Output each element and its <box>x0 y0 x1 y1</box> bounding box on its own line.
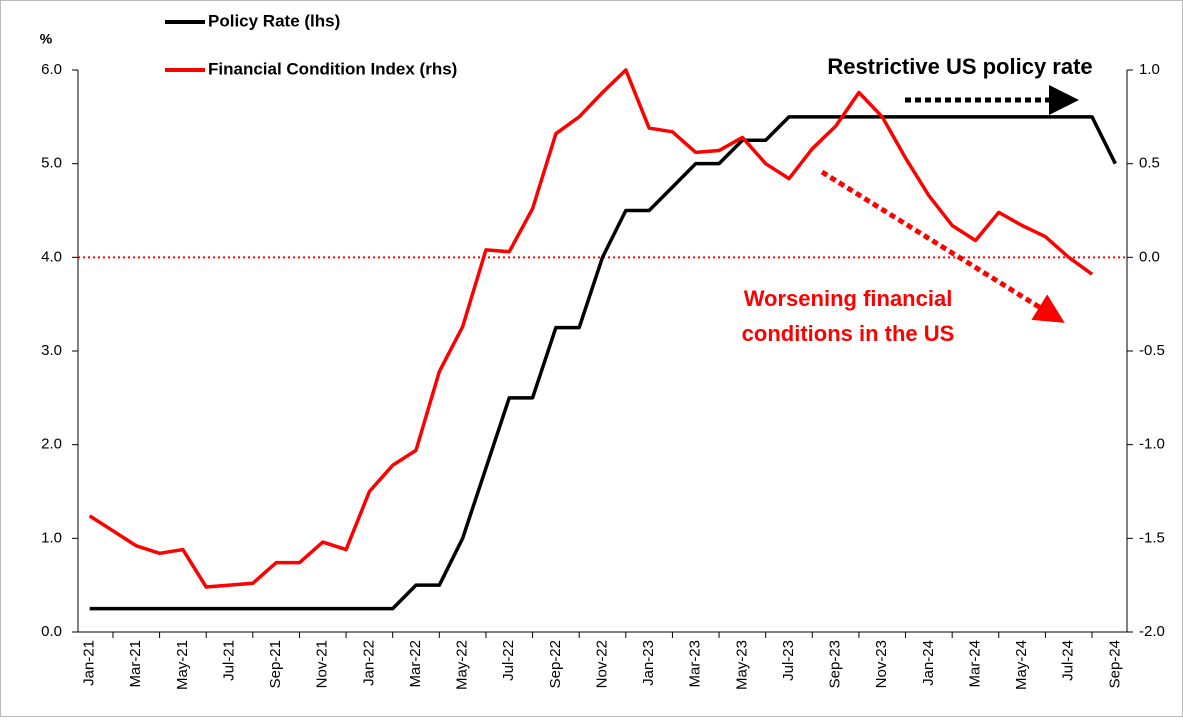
series-line <box>89 115 1117 611</box>
x-tick-label: Mar-22 <box>407 640 424 688</box>
x-tick-label: Sep-21 <box>267 640 284 688</box>
x-tick-label: Mar-23 <box>687 640 704 688</box>
y2-tick-label: 0.5 <box>1139 155 1160 172</box>
x-tick-label: Jul-22 <box>500 640 517 681</box>
x-tick-label: Nov-21 <box>314 640 331 688</box>
legend-label: Policy Rate (lhs) <box>208 11 340 30</box>
x-tick-label: Jul-21 <box>220 640 237 681</box>
y-tick-label: 3.0 <box>41 342 62 359</box>
y2-tick-label: -0.5 <box>1139 342 1165 359</box>
annotation: Restrictive US policy rate <box>827 54 1092 79</box>
x-tick-label: May-21 <box>174 640 191 690</box>
y2-tick-label: 0.0 <box>1139 248 1160 265</box>
fci-arrow <box>820 169 1065 323</box>
y2-tick-label: 1.0 <box>1139 61 1160 78</box>
series-line <box>88 68 1094 589</box>
y-tick-label: 2.0 <box>41 436 62 453</box>
y2-tick-label: -2.0 <box>1139 623 1165 640</box>
x-tick-label: Sep-22 <box>547 640 564 688</box>
y-tick-label: 6.0 <box>41 61 62 78</box>
y-tick-label: 5.0 <box>41 155 62 172</box>
y2-tick-label: -1.0 <box>1139 436 1165 453</box>
annotation: Worsening financial <box>744 286 953 311</box>
x-tick-label: Jul-23 <box>780 640 797 681</box>
x-tick-label: Jan-21 <box>81 640 98 686</box>
y-unit-label: % <box>40 31 53 47</box>
annotation: conditions in the US <box>742 321 955 346</box>
x-tick-label: Nov-23 <box>873 640 890 688</box>
y-tick-label: 0.0 <box>41 623 62 640</box>
x-tick-label: Jul-24 <box>1060 640 1077 681</box>
x-tick-label: Mar-21 <box>127 640 144 688</box>
x-tick-label: Jan-24 <box>920 640 937 686</box>
x-tick-label: Nov-22 <box>593 640 610 688</box>
x-tick-label: Mar-24 <box>966 640 983 688</box>
x-tick-label: May-24 <box>1013 640 1030 690</box>
x-tick-label: Jan-23 <box>640 640 657 686</box>
x-tick-label: May-22 <box>454 640 471 690</box>
y2-tick-label: -1.5 <box>1139 529 1165 546</box>
x-tick-label: May-23 <box>733 640 750 690</box>
x-tick-label: Sep-23 <box>827 640 844 688</box>
x-tick-label: Jan-22 <box>360 640 377 686</box>
y-tick-label: 4.0 <box>41 248 62 265</box>
y-tick-label: 1.0 <box>41 529 62 546</box>
x-tick-label: Sep-24 <box>1106 640 1123 688</box>
legend-label: Financial Condition Index (rhs) <box>208 59 457 78</box>
